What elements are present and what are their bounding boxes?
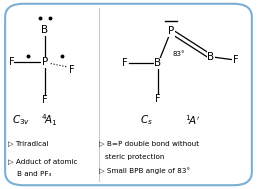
Text: F: F <box>42 95 48 105</box>
Text: F: F <box>233 55 238 64</box>
Text: $^4\!A_1$: $^4\!A_1$ <box>41 112 58 128</box>
Text: F: F <box>122 58 127 68</box>
Text: B: B <box>41 25 49 35</box>
Text: $C_s$: $C_s$ <box>140 113 153 127</box>
Text: F: F <box>155 94 161 104</box>
FancyBboxPatch shape <box>5 4 252 185</box>
Text: ▷ Triradical: ▷ Triradical <box>8 140 48 146</box>
Text: B: B <box>154 58 162 68</box>
Text: ▷ B=P double bond without: ▷ B=P double bond without <box>99 140 199 146</box>
Text: B and PF₃: B and PF₃ <box>17 171 52 177</box>
Text: P: P <box>168 26 174 36</box>
Text: $C_{3v}$: $C_{3v}$ <box>12 113 31 127</box>
Text: F: F <box>8 57 14 67</box>
Text: P: P <box>42 57 48 67</box>
Text: steric protection: steric protection <box>105 154 165 160</box>
Text: $^1\!A'$: $^1\!A'$ <box>185 113 200 127</box>
Text: ▷ Small BPB angle of 83°: ▷ Small BPB angle of 83° <box>99 168 190 174</box>
Text: 83°: 83° <box>173 51 185 57</box>
Text: F: F <box>69 65 75 75</box>
Text: B: B <box>207 52 214 62</box>
Text: ▷ Adduct of atomic: ▷ Adduct of atomic <box>8 159 77 165</box>
